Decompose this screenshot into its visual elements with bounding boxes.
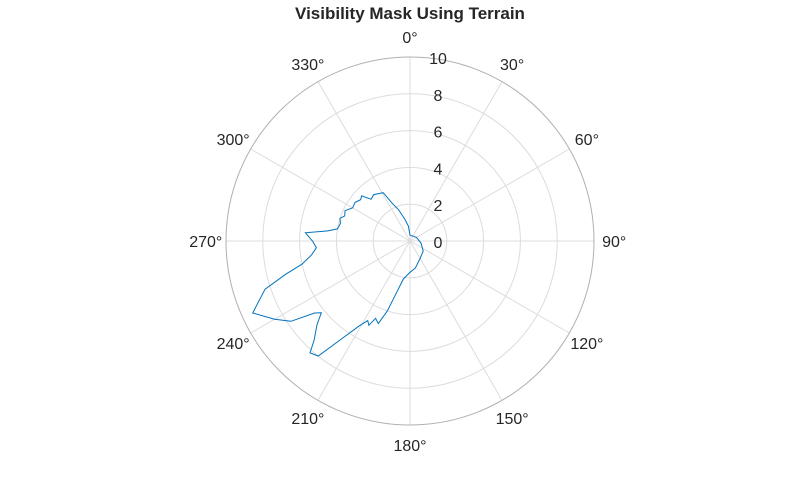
theta-tick-label: 60°	[575, 132, 599, 149]
r-gridline	[335, 166, 485, 316]
theta-tick-label: 0°	[402, 30, 417, 47]
tick-labels: 0° 30° 60° 90° 120° 150° 180° 210° 240° 270° 300° 3…	[189, 30, 626, 455]
theta-gridline	[409, 240, 570, 334]
theta-tick-label: 120°	[570, 336, 603, 353]
chart-title: Visibility Mask Using Terrain	[295, 4, 525, 23]
polar-grid	[225, 56, 595, 426]
r-tick-label: 10	[429, 51, 447, 68]
r-tick-label: 2	[434, 198, 443, 215]
theta-gridline	[250, 148, 411, 242]
outer-ring	[225, 56, 595, 426]
theta-tick-label: 300°	[217, 132, 250, 149]
visibility-mask-line	[251, 192, 424, 357]
r-gridline	[262, 93, 558, 389]
theta-tick-label: 30°	[500, 57, 524, 74]
theta-tick-label: 270°	[189, 234, 222, 251]
r-gridline	[299, 130, 521, 352]
theta-tick-label: 330°	[291, 57, 324, 74]
theta-tick-label: 90°	[602, 234, 626, 251]
theta-gridline	[317, 81, 411, 242]
theta-gridline	[409, 148, 570, 242]
theta-gridline	[317, 240, 411, 401]
theta-gridline	[409, 81, 503, 242]
r-tick-label: 4	[434, 161, 443, 178]
theta-tick-label: 150°	[496, 411, 529, 428]
theta-gridline	[409, 240, 503, 401]
r-tick-label: 0	[434, 235, 443, 252]
theta-gridline	[250, 240, 411, 334]
r-gridline	[372, 203, 448, 279]
theta-tick-label: 210°	[291, 411, 324, 428]
r-tick-label: 6	[434, 125, 443, 142]
theta-tick-label: 180°	[393, 438, 426, 455]
theta-tick-label: 240°	[217, 336, 250, 353]
r-tick-label: 8	[434, 88, 443, 105]
